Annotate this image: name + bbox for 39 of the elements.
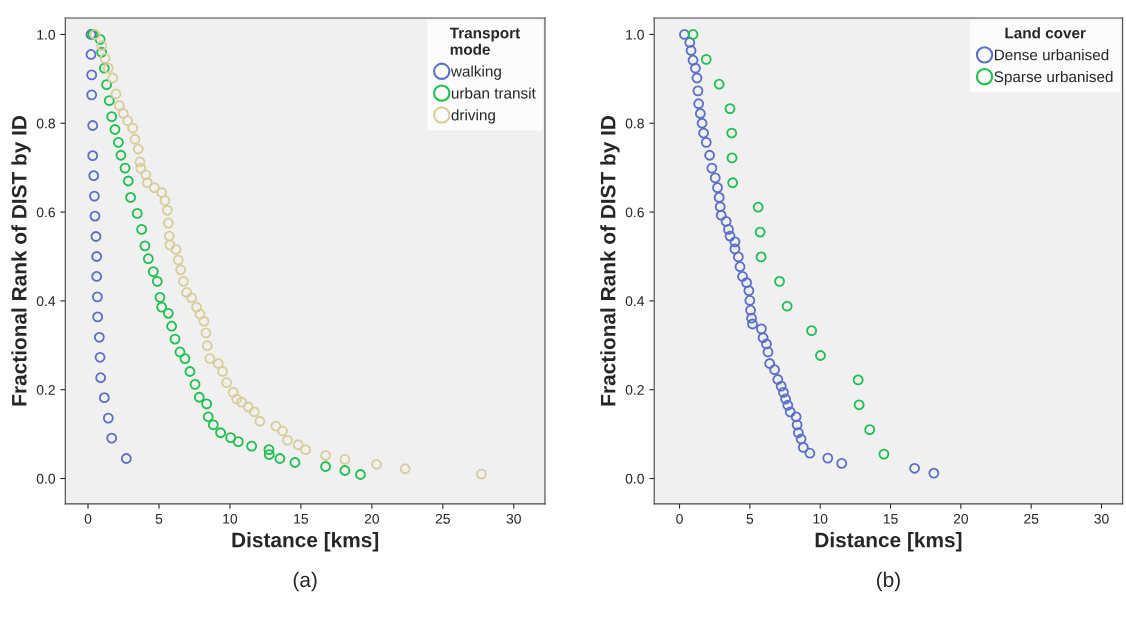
x-tick-label: 15	[294, 514, 309, 524]
x-axis-title: Distance [kms]	[815, 532, 962, 552]
x-tick-label: 0	[84, 513, 92, 524]
y-tick-label: 0.2	[36, 385, 55, 395]
x-tick-label: 5	[155, 514, 163, 524]
x-tick-label: 30	[506, 513, 521, 524]
text: (b)	[876, 571, 900, 592]
y-tick-label: 0.0	[625, 473, 644, 484]
y-tick-label: 0.8	[36, 118, 55, 129]
y-tick-label: 0.6	[36, 207, 55, 218]
legend-title: Land cover	[1005, 27, 1086, 39]
x-tick-label: 5	[746, 514, 754, 524]
x-tick-label: 10	[813, 513, 828, 524]
legend-label: Sparse urbanised	[994, 70, 1113, 86]
legend-label: Dense urbanised	[994, 49, 1109, 61]
x-tick-label: 20	[364, 513, 380, 524]
y-axis-title: Fractional Rank of DIST by ID	[11, 115, 31, 406]
y-tick-label: 0.8	[625, 118, 644, 129]
y-tick-label: 0.6	[625, 207, 644, 218]
y-tick-label: 1.0	[37, 29, 56, 40]
y-tick-label: 0.4	[625, 296, 645, 307]
x-tick-label: 10	[223, 513, 238, 524]
x-axis-title: Distance [kms]	[232, 532, 379, 552]
legend-label: walking	[450, 65, 501, 80]
x-tick-label: 30	[1094, 513, 1109, 524]
x-tick-label: 20	[953, 513, 969, 524]
x-tick-label: 0	[676, 513, 683, 524]
y-axis-title: Fractional Rank of DIST by ID	[600, 115, 620, 406]
y-tick-label: 0.4	[36, 296, 56, 307]
y-tick-label: 0.2	[625, 385, 644, 395]
text: (a)	[293, 571, 317, 592]
y-tick-label: 1.0	[626, 29, 644, 40]
y-tick-label: 0.0	[36, 473, 56, 484]
legend-title: Transport mode	[449, 27, 520, 55]
x-tick-label: 25	[435, 513, 450, 524]
legend-label: driving	[451, 109, 495, 124]
legend-label: urban transit	[451, 87, 536, 99]
x-tick-label: 15	[883, 514, 898, 524]
x-tick-label: 25	[1024, 513, 1039, 524]
